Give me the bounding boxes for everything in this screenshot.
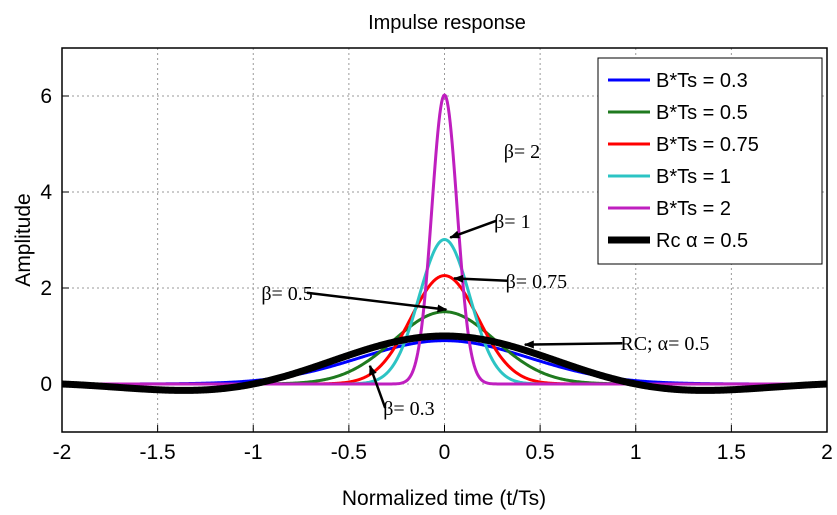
legend: B*Ts = 0.3 B*Ts = 0.5 B*Ts = 0.75 B*Ts = 1 B…: [597, 57, 823, 265]
y-tick-label: 6: [40, 85, 52, 108]
series-line-0: [61, 339, 828, 386]
axis-ticks: -2 -1.5 -1 -0.5 0 0.5 1 1.5 2 0 2 4 6: [40, 85, 833, 464]
x-tick-label: 2: [821, 441, 833, 464]
annotation-label-3: β= 0.5: [261, 283, 312, 305]
x-tick-label: 0: [439, 441, 451, 464]
x-tick-label: -1.5: [140, 441, 176, 464]
annotations: β= 2 β= 1 β= 0.75 β= 0.5 RC; α= 0.5 β= 0.3: [261, 141, 709, 420]
legend-label-5: Rc α = 0.5: [656, 230, 748, 252]
legend-label-2: B*Ts = 0.75: [656, 134, 759, 156]
x-tick-label: 1: [630, 441, 642, 464]
chart-title: Impulse response: [368, 12, 526, 34]
x-tick-label: -1: [244, 441, 263, 464]
annotation-arrow-4: [523, 340, 623, 349]
annotation-arrow-5: [368, 364, 387, 409]
x-tick-label: 1.5: [717, 441, 746, 464]
annotation-label-4: RC; α= 0.5: [620, 333, 709, 355]
annotation-arrow-3: [306, 291, 448, 313]
series-line-4: [61, 93, 828, 386]
x-tick-label: -2: [53, 441, 72, 464]
legend-label-1: B*Ts = 0.5: [656, 102, 748, 124]
annotation-label-2: β= 0.75: [506, 271, 567, 293]
series-line-5: [59, 332, 830, 394]
legend-label-3: B*Ts = 1: [656, 166, 731, 188]
x-tick-label: 0.5: [526, 441, 555, 464]
x-tick-label: -0.5: [331, 441, 367, 464]
x-axis-label: Normalized time (t/Ts): [342, 487, 546, 510]
y-axis-label: Amplitude: [12, 193, 35, 286]
legend-label-4: B*Ts = 2: [656, 198, 731, 220]
annotation-label-5: β= 0.3: [383, 398, 434, 420]
legend-box: [597, 57, 823, 265]
y-tick-label: 2: [40, 277, 52, 300]
annotation-label-1: β= 1: [494, 211, 530, 233]
legend-label-0: B*Ts = 0.3: [656, 70, 748, 92]
annotation-arrow-2: [453, 274, 508, 283]
y-tick-label: 4: [40, 181, 52, 204]
annotation-label-0: β= 2: [504, 141, 540, 163]
annotation-arrow-1: [449, 219, 497, 239]
y-tick-label: 0: [40, 373, 52, 396]
